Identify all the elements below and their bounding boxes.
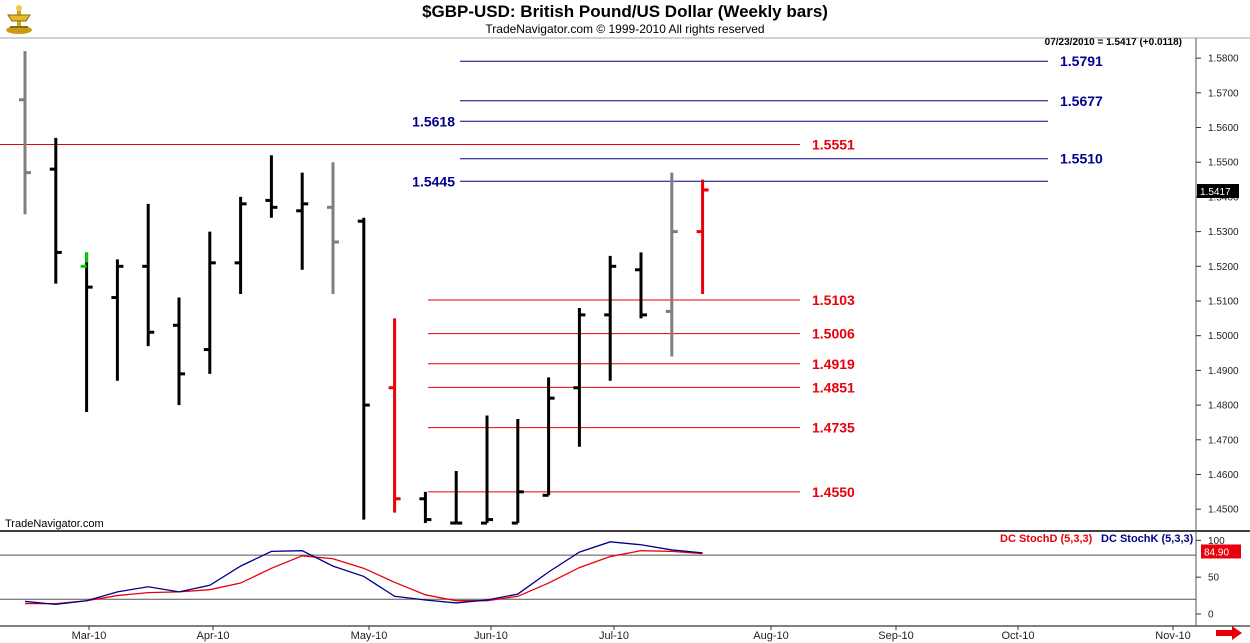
legend-stochk: DC StochK (5,3,3): [1101, 533, 1194, 545]
legend-stochd: DC StochD (5,3,3): [1000, 533, 1093, 545]
scroll-right-arrow-icon[interactable]: [1214, 626, 1244, 640]
x-axis-label: Sep-10: [878, 630, 913, 642]
chart-subtitle: TradeNavigator.com © 1999-2010 All right…: [485, 22, 765, 36]
x-axis-label: Mar-10: [72, 630, 107, 642]
level-label: 1.4919: [812, 356, 855, 372]
level-label: 1.5445: [412, 173, 455, 189]
price-axis-label: 1.4900: [1208, 366, 1239, 377]
last-price-box: [1197, 184, 1239, 199]
price-axis-label: 1.5500: [1208, 158, 1239, 169]
level-label: 1.5510: [1060, 151, 1103, 167]
level-label: 1.4851: [812, 379, 855, 395]
price-axis-label: 1.5300: [1208, 227, 1239, 238]
level-label: 1.4550: [812, 484, 855, 500]
osc-axis-label: 0: [1208, 609, 1214, 620]
x-axis-label: Oct-10: [1001, 630, 1034, 642]
last-price-label: 1.5417: [1200, 187, 1231, 198]
level-label: 1.5791: [1060, 53, 1103, 69]
x-axis-label: Apr-10: [196, 630, 229, 642]
level-label: 1.5677: [1060, 93, 1103, 109]
price-axis-label: 1.5000: [1208, 331, 1239, 342]
osc-axis-label: 100: [1208, 536, 1225, 547]
price-axis-label: 1.5100: [1208, 297, 1239, 308]
osc-last-value-label: 84.90: [1204, 547, 1229, 558]
price-axis-label: 1.5600: [1208, 123, 1239, 134]
osc-series-line: [25, 550, 703, 605]
chart-title: $GBP-USD: British Pound/US Dollar (Weekl…: [422, 2, 828, 21]
level-label: 1.5103: [812, 292, 855, 308]
price-axis-label: 1.4600: [1208, 470, 1239, 481]
tradenavigator-logo-icon: [4, 3, 34, 35]
price-axis-label: 1.5700: [1208, 88, 1239, 99]
price-axis-label: 1.5200: [1208, 262, 1239, 273]
osc-series-line: [24, 541, 703, 606]
price-axis-label: 1.4700: [1208, 435, 1239, 446]
x-axis-label: Jul-10: [599, 630, 629, 642]
osc-last-value-box: [1201, 544, 1241, 559]
osc-axis-label: 50: [1208, 573, 1220, 584]
level-label: 1.4735: [812, 420, 855, 436]
x-axis-label: Aug-10: [753, 630, 788, 642]
x-axis-label: May-10: [351, 630, 388, 642]
price-axis-label: 1.4800: [1208, 401, 1239, 412]
price-axis-label: 1.5800: [1208, 54, 1239, 65]
level-label: 1.5551: [812, 137, 855, 153]
branding-label: TradeNavigator.com: [5, 518, 104, 530]
level-label: 1.5006: [812, 326, 855, 342]
level-label: 1.5618: [412, 113, 455, 129]
x-axis-label: Nov-10: [1155, 630, 1190, 642]
x-axis-label: Jun-10: [474, 630, 508, 642]
price-readout: 07/23/2010 = 1.5417 (+0.0118): [1044, 37, 1182, 48]
price-axis-label: 1.4500: [1208, 505, 1239, 516]
